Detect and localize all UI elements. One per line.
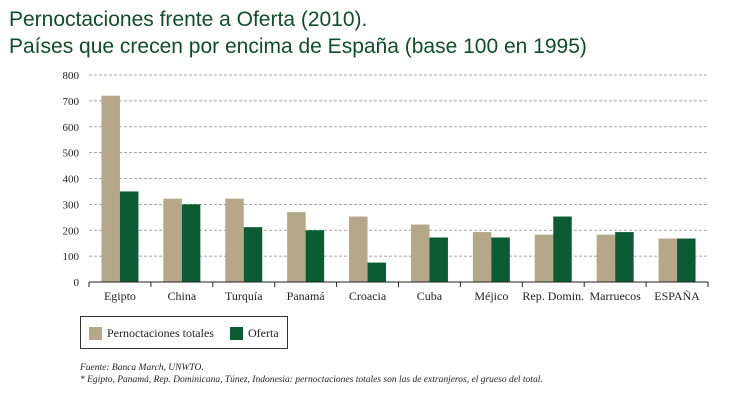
- bar-pernoctaciones-9: [658, 238, 678, 282]
- bar-oferta-5: [429, 237, 448, 282]
- y-tick-label: 600: [63, 122, 80, 134]
- x-tick-label: Panamá: [287, 289, 326, 303]
- bar-pernoctaciones-4: [349, 216, 368, 282]
- chart-title: Pernoctaciones frente a Oferta (2010). P…: [9, 6, 587, 60]
- bar-oferta-6: [491, 237, 510, 282]
- footnote: * Egipto, Panamá, Rep. Dominicana, Túnez…: [80, 375, 543, 385]
- x-tick-label: Croacia: [349, 289, 387, 303]
- y-tick-label: 800: [63, 70, 80, 82]
- bars: [101, 95, 696, 282]
- bar-pernoctaciones-8: [596, 234, 616, 282]
- bar-pernoctaciones-1: [163, 198, 182, 282]
- x-tick-label: China: [168, 289, 197, 303]
- chart-title-line-2: Países que crecen por encima de España (…: [9, 35, 587, 58]
- y-tick-label: 400: [63, 174, 80, 186]
- bar-oferta-7: [553, 216, 572, 282]
- y-axis-ticks: 0 100 200 300 400 500 600 700 800: [63, 70, 80, 289]
- legend-swatch-pernoctaciones: [89, 327, 102, 340]
- bar-oferta-1: [181, 204, 201, 282]
- bar-pernoctaciones-7: [534, 234, 554, 282]
- x-tick-label: Cuba: [417, 289, 443, 303]
- y-tick-label: 100: [63, 251, 80, 263]
- chart-title-line-1: Pernoctaciones frente a Oferta (2010).: [9, 8, 368, 31]
- x-tick-label: Marruecos: [589, 289, 641, 303]
- source-note: Fuente: Banca March, UNWTO.: [80, 363, 204, 373]
- y-tick-label: 200: [63, 225, 80, 237]
- legend-swatch-oferta: [230, 327, 243, 340]
- legend-item-pernoctaciones: Pernoctaciones totales: [89, 326, 214, 341]
- x-axis: Egipto China Turquía Panamá Croacia Cuba Méjic…: [88, 281, 709, 303]
- bar-oferta-9: [677, 238, 696, 282]
- x-tick-label: Turquía: [225, 289, 263, 303]
- x-tick-label: Méjico: [474, 289, 508, 303]
- legend-item-oferta: Oferta: [230, 326, 279, 341]
- bar-pernoctaciones-3: [287, 212, 306, 282]
- legend-label-pernoctaciones: Pernoctaciones totales: [107, 326, 214, 340]
- bar-pernoctaciones-0: [101, 95, 120, 282]
- legend: Pernoctaciones totales Oferta: [80, 316, 288, 349]
- x-tick-label: ESPAÑA: [654, 289, 700, 303]
- bar-pernoctaciones-6: [472, 232, 492, 282]
- bar-oferta-4: [367, 262, 387, 282]
- y-tick-label: 700: [63, 96, 80, 108]
- y-tick-label: 0: [74, 277, 80, 289]
- y-tick-label: 300: [63, 199, 80, 211]
- bar-oferta-2: [243, 227, 263, 282]
- bar-oferta-0: [119, 191, 139, 282]
- bar-pernoctaciones-5: [410, 224, 430, 282]
- bar-oferta-8: [615, 232, 634, 282]
- notes: Fuente: Banca March, UNWTO. * Egipto, Pa…: [80, 362, 543, 386]
- y-tick-label: 500: [63, 148, 80, 160]
- bar-pernoctaciones-2: [225, 198, 244, 282]
- bar-chart: 0 100 200 300 400 500 600 700 800 Egipto China Tur…: [63, 70, 709, 303]
- x-tick-label: Egipto: [104, 289, 136, 303]
- bar-oferta-3: [305, 230, 325, 282]
- x-tick-label: Rep. Domin.: [522, 289, 584, 303]
- legend-label-oferta: Oferta: [248, 326, 279, 340]
